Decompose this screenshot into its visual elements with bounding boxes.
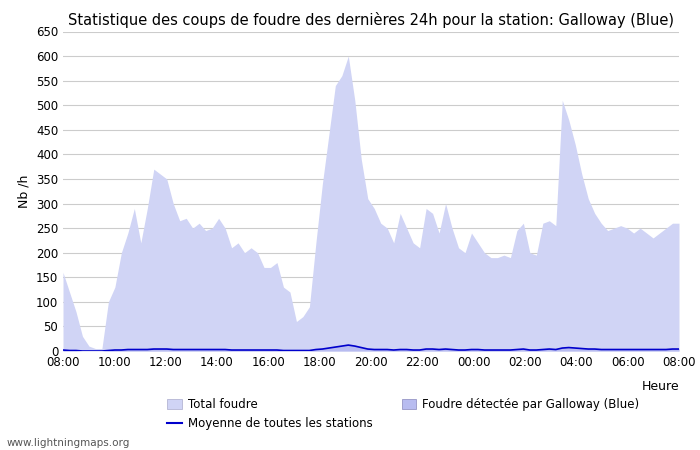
Text: www.lightningmaps.org: www.lightningmaps.org: [7, 438, 130, 448]
Y-axis label: Nb /h: Nb /h: [18, 175, 30, 208]
Text: Heure: Heure: [641, 380, 679, 393]
Legend: Total foudre, Moyenne de toutes les stations, Foudre détectée par Galloway (Blue: Total foudre, Moyenne de toutes les stat…: [167, 398, 639, 430]
Title: Statistique des coups de foudre des dernières 24h pour la station: Galloway (Blu: Statistique des coups de foudre des dern…: [68, 12, 674, 27]
